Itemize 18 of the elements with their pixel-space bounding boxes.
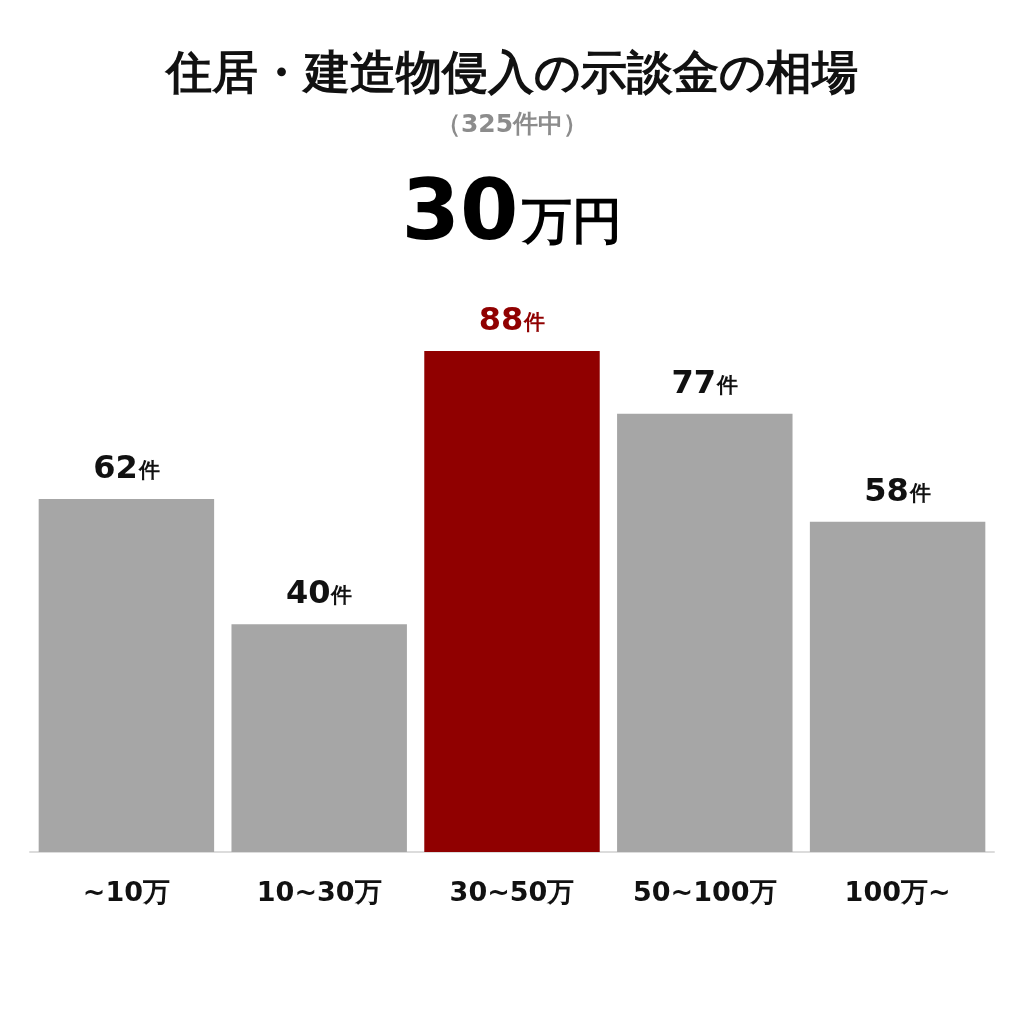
text: 30万円 <box>401 161 623 259</box>
chart-title: 住居・建造物侵入の示談金の相場 <box>164 45 858 99</box>
bar <box>424 351 600 852</box>
data-label: 58件 <box>864 470 931 509</box>
data-label: 62件 <box>93 448 160 487</box>
x-tick-label: 50~100万 <box>633 876 777 907</box>
bar <box>38 499 215 852</box>
x-tick-label: 30~50万 <box>449 876 575 907</box>
bar <box>617 413 793 852</box>
data-label: 77件 <box>671 362 739 401</box>
chart-subtitle: （325件中） <box>435 109 589 138</box>
bar <box>231 624 407 852</box>
data-label: 88件 <box>478 300 546 338</box>
x-tick-label: ~10万 <box>82 876 170 907</box>
x-tick-label: 10~30万 <box>256 876 382 907</box>
bar <box>809 521 986 852</box>
data-label: 40件 <box>285 573 353 612</box>
x-tick-label: 100万~ <box>844 876 951 907</box>
